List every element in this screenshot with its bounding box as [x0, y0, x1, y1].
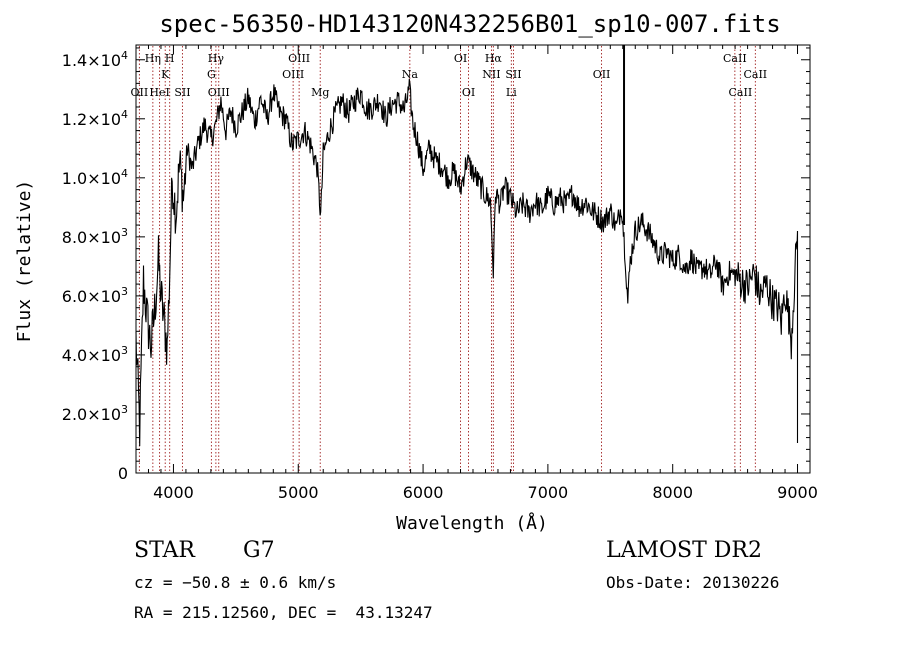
y-axis-label: Flux (relative) [14, 180, 35, 343]
line-label: SII [505, 68, 521, 81]
x-tick-label: 6000 [403, 483, 444, 502]
line-label: Hα [485, 52, 503, 65]
line-label: Li [506, 86, 517, 99]
y-tick-label: 1.2×104 [62, 108, 128, 129]
line-label: H [165, 52, 175, 65]
line-label: OII [131, 86, 149, 99]
object-subclass: G7 [243, 538, 275, 563]
ra-dec-text: RA = 215.12560, DEC = 43.13247 [134, 603, 433, 622]
x-axis-label: Wavelength (Å) [396, 512, 548, 534]
line-label: CaII [729, 86, 753, 99]
x-axis-ticks: 4000 5000 6000 7000 8000 9000 [135, 45, 818, 502]
line-label: Hη [145, 52, 161, 65]
x-tick-label: 8000 [652, 483, 693, 502]
line-label: OI [454, 52, 467, 65]
line-label: OI [462, 86, 475, 99]
x-tick-label: 9000 [777, 483, 818, 502]
redshift-text: cz = −50.8 ± 0.6 km/s [134, 573, 337, 592]
object-class: STAR [134, 538, 195, 563]
line-label: Hγ [208, 52, 225, 65]
obs-date-text: Obs-Date: 20130226 [606, 573, 780, 592]
line-label: OIII [208, 86, 230, 99]
line-label: OII [593, 68, 611, 81]
survey-name: LAMOST DR2 [606, 538, 762, 563]
x-tick-label: 5000 [278, 483, 319, 502]
y-axis-ticks: 0 2.0×103 4.0×103 6.0×103 8.0×103 1.0×104 1.2×… [62, 47, 810, 483]
line-label: SII [174, 86, 190, 99]
y-tick-label: 1.0×104 [62, 167, 128, 188]
line-label: G [207, 68, 216, 81]
line-label: CaII [723, 52, 747, 65]
y-tick-label: 2.0×103 [62, 403, 128, 424]
y-tick-label: 8.0×103 [62, 226, 128, 247]
line-label: OIII [288, 52, 310, 65]
spectrum-chart: spec-56350-HD143120N432256B01_sp10-007.f… [14, 10, 818, 534]
line-label: NII [482, 68, 500, 81]
y-tick-label: 6.0×103 [62, 285, 128, 306]
y-tick-label: 4.0×103 [62, 344, 128, 365]
spectral-line-labels: OII Hη HeI KH SII G Hγ OIII OIII OIII Mg Na OI OI NII H… [131, 52, 768, 99]
x-tick-label: 7000 [528, 483, 569, 502]
y-tick-label: 1.4×104 [62, 49, 128, 70]
line-label: CaII [743, 68, 767, 81]
chart-title: spec-56350-HD143120N432256B01_sp10-007.f… [159, 10, 780, 38]
line-label: HeI [149, 86, 169, 99]
plot-frame [135, 44, 811, 474]
spectrum-line [135, 78, 799, 447]
line-label: Mg [311, 86, 329, 99]
line-label: K [161, 68, 170, 81]
x-tick-label: 4000 [153, 483, 194, 502]
line-label: Na [402, 68, 419, 81]
line-label: OIII [282, 68, 304, 81]
y-tick-label: 0 [118, 464, 128, 483]
